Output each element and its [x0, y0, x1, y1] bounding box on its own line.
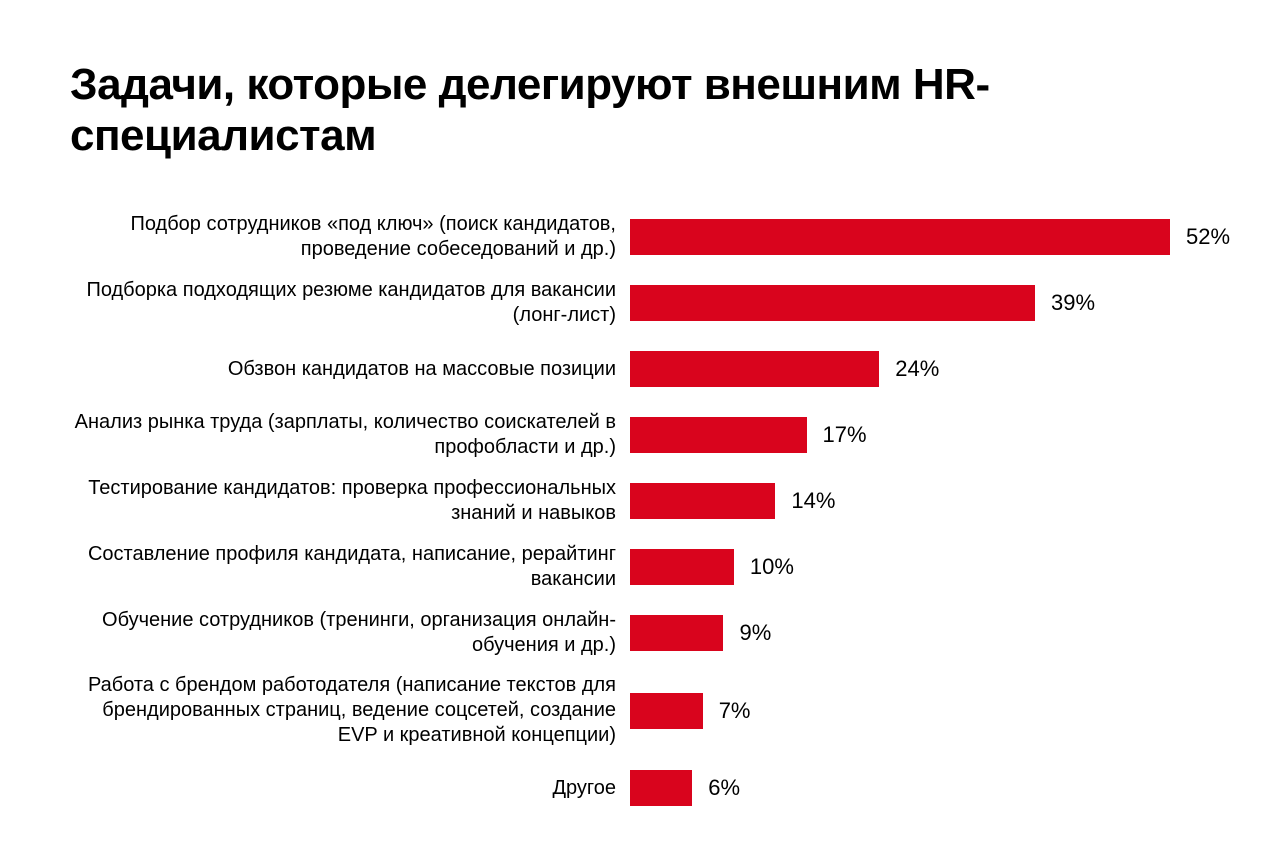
bar-label: Обучение сотрудников (тренинги, организа…	[70, 608, 630, 658]
chart-row: Анализ рынка труда (зарплаты, количество…	[70, 409, 1210, 461]
chart-row: Подбор сотрудников «под ключ» (поиск кан…	[70, 211, 1210, 263]
bar-area: 9%	[630, 615, 1210, 651]
bar-area: 6%	[630, 770, 1210, 806]
bar	[630, 417, 807, 453]
bar-label: Другое	[70, 776, 630, 801]
bar-label: Тестирование кандидатов: проверка профес…	[70, 476, 630, 526]
bar-label: Составление профиля кандидата, написание…	[70, 542, 630, 592]
bar-value: 6%	[692, 775, 740, 801]
bar-value: 39%	[1035, 290, 1095, 316]
bar-label: Работа с брендом работодателя (написание…	[70, 673, 630, 748]
bar-area: 10%	[630, 549, 1210, 585]
bar	[630, 693, 703, 729]
chart-title: Задачи, которые делегируют внешним HR-сп…	[70, 60, 1210, 161]
bar-label: Подбор сотрудников «под ключ» (поиск кан…	[70, 212, 630, 262]
bar-value: 52%	[1170, 224, 1230, 250]
chart-row: Работа с брендом работодателя (написание…	[70, 673, 1210, 748]
bar-value: 24%	[879, 356, 939, 382]
bar-value: 7%	[703, 698, 751, 724]
chart-row: Подборка подходящих резюме кандидатов дл…	[70, 277, 1210, 329]
bar	[630, 285, 1035, 321]
bar-label: Анализ рынка труда (зарплаты, количество…	[70, 410, 630, 460]
bar-area: 14%	[630, 483, 1210, 519]
bar	[630, 770, 692, 806]
bar-chart: Подбор сотрудников «под ключ» (поиск кан…	[70, 211, 1210, 814]
bar	[630, 483, 775, 519]
bar-value: 9%	[723, 620, 771, 646]
bar-value: 14%	[775, 488, 835, 514]
bar-value: 10%	[734, 554, 794, 580]
bar	[630, 549, 734, 585]
bar-area: 17%	[630, 417, 1210, 453]
bar-area: 52%	[630, 219, 1230, 255]
bar-area: 24%	[630, 351, 1210, 387]
chart-row: Обучение сотрудников (тренинги, организа…	[70, 607, 1210, 659]
bar-label: Подборка подходящих резюме кандидатов дл…	[70, 278, 630, 328]
bar-value: 17%	[807, 422, 867, 448]
bar-label: Обзвон кандидатов на массовые позиции	[70, 357, 630, 382]
bar-area: 7%	[630, 693, 1210, 729]
chart-row: Составление профиля кандидата, написание…	[70, 541, 1210, 593]
chart-row: Другое 6%	[70, 762, 1210, 814]
chart-row: Обзвон кандидатов на массовые позиции 24%	[70, 343, 1210, 395]
chart-row: Тестирование кандидатов: проверка профес…	[70, 475, 1210, 527]
bar-area: 39%	[630, 285, 1210, 321]
bar	[630, 615, 723, 651]
bar	[630, 219, 1170, 255]
bar	[630, 351, 879, 387]
